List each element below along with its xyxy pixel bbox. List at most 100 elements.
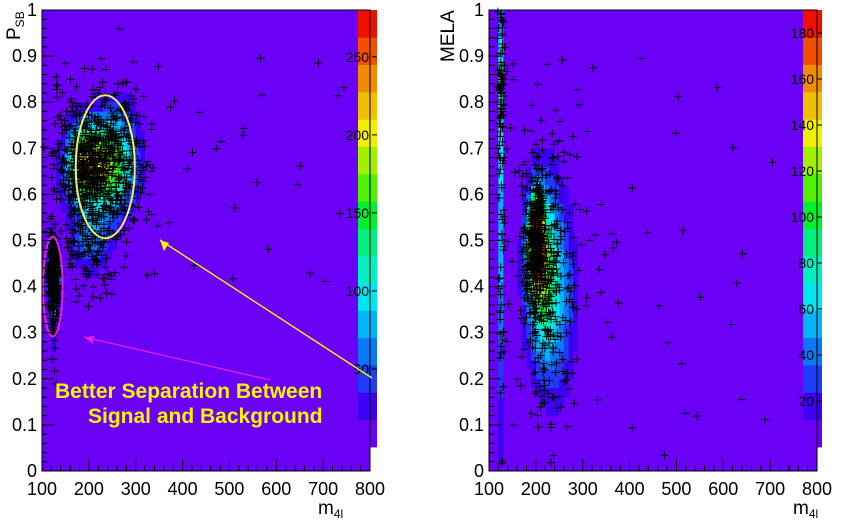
heatmap-cell bbox=[549, 231, 555, 241]
event-marker bbox=[500, 43, 509, 52]
heatmap-cell bbox=[74, 268, 80, 278]
event-marker bbox=[76, 227, 85, 236]
event-marker bbox=[591, 231, 600, 240]
event-marker bbox=[674, 92, 683, 101]
event-marker bbox=[117, 191, 126, 200]
event-marker bbox=[134, 203, 143, 212]
event-marker bbox=[133, 194, 142, 203]
heatmap-cell bbox=[559, 406, 565, 416]
event-marker bbox=[72, 82, 81, 91]
heatmap-cell bbox=[116, 83, 122, 94]
heatmap-cell bbox=[521, 194, 527, 204]
event-marker bbox=[134, 183, 143, 192]
heatmap-cell bbox=[102, 212, 108, 223]
event-marker bbox=[101, 65, 110, 74]
event-marker bbox=[495, 274, 504, 283]
color-scale-band bbox=[803, 91, 822, 120]
heatmap-cell bbox=[540, 222, 546, 232]
event-marker bbox=[539, 364, 548, 373]
event-marker bbox=[543, 314, 552, 323]
event-marker bbox=[533, 80, 542, 89]
heatmap-cell bbox=[549, 240, 555, 251]
y-tick-label: 0.8 bbox=[459, 92, 484, 112]
heatmap-cell bbox=[112, 249, 118, 260]
event-marker bbox=[558, 355, 567, 364]
heatmap-cell bbox=[578, 249, 584, 260]
event-marker bbox=[596, 288, 605, 297]
event-marker bbox=[497, 29, 506, 38]
event-marker bbox=[125, 224, 134, 233]
heatmap-cell bbox=[79, 277, 85, 287]
heatmap-cell bbox=[568, 314, 574, 324]
event-marker bbox=[183, 164, 192, 173]
event-marker bbox=[115, 24, 124, 33]
color-scale-label: 120 bbox=[791, 163, 815, 179]
event-marker bbox=[499, 156, 508, 165]
event-marker bbox=[296, 162, 305, 171]
event-marker bbox=[509, 59, 518, 68]
event-marker bbox=[524, 243, 533, 252]
event-marker bbox=[572, 152, 581, 161]
event-marker bbox=[87, 169, 96, 178]
heatmap-cell bbox=[116, 74, 122, 85]
heatmap-cell bbox=[60, 222, 66, 232]
color-scale-label: 100 bbox=[791, 209, 815, 225]
heatmap-cell bbox=[88, 258, 94, 269]
event-marker bbox=[547, 160, 556, 169]
y-tick-label: 0.7 bbox=[459, 138, 484, 158]
event-marker bbox=[518, 278, 527, 287]
heatmap-cell bbox=[549, 351, 555, 361]
heatmap-cell bbox=[135, 92, 141, 103]
heatmap-cell bbox=[563, 258, 569, 269]
event-marker bbox=[547, 299, 556, 308]
event-marker bbox=[136, 170, 145, 179]
heatmap-cell bbox=[93, 277, 99, 287]
heatmap-cell bbox=[51, 139, 57, 149]
heatmap-cell bbox=[559, 369, 565, 380]
y-tick-label: 1 bbox=[474, 0, 484, 20]
event-marker bbox=[541, 325, 550, 334]
event-marker bbox=[93, 247, 102, 256]
event-marker bbox=[540, 398, 549, 407]
event-marker bbox=[496, 342, 505, 351]
event-marker bbox=[497, 459, 506, 468]
heatmap-cell bbox=[140, 157, 146, 168]
plot-frame bbox=[488, 9, 818, 472]
event-marker bbox=[655, 301, 664, 310]
heatmap-cell bbox=[521, 323, 527, 333]
event-marker bbox=[583, 127, 592, 136]
heatmap-cell bbox=[549, 388, 555, 398]
heatmap-cell bbox=[107, 249, 113, 260]
heatmap-cell bbox=[531, 351, 537, 361]
heatmap-cell bbox=[545, 360, 551, 370]
event-marker bbox=[98, 78, 107, 87]
heatmap-cell bbox=[116, 212, 122, 223]
event-marker bbox=[71, 251, 80, 260]
heatmap-cell bbox=[135, 194, 141, 204]
event-marker bbox=[101, 122, 110, 131]
heatmap-cell bbox=[116, 102, 122, 112]
event-marker bbox=[166, 103, 175, 112]
event-marker bbox=[528, 148, 537, 157]
event-marker bbox=[51, 289, 60, 298]
event-marker bbox=[558, 55, 567, 64]
heatmap-cell bbox=[65, 222, 71, 232]
event-marker bbox=[145, 160, 154, 169]
event-marker bbox=[536, 208, 545, 217]
heatmap-cell bbox=[135, 102, 141, 112]
event-marker bbox=[529, 233, 538, 242]
heatmap-cell bbox=[70, 111, 76, 121]
event-marker bbox=[761, 415, 770, 424]
heatmap-cell bbox=[549, 258, 555, 269]
color-scale-band bbox=[358, 201, 377, 229]
heatmap-cell bbox=[88, 194, 94, 204]
heatmap-cell bbox=[60, 129, 66, 140]
event-marker bbox=[106, 103, 115, 112]
event-marker bbox=[68, 228, 77, 237]
event-marker bbox=[495, 69, 504, 78]
heatmap-cell bbox=[121, 231, 127, 241]
event-marker bbox=[518, 182, 527, 191]
event-marker bbox=[89, 85, 98, 94]
heatmap-cell bbox=[578, 277, 584, 287]
